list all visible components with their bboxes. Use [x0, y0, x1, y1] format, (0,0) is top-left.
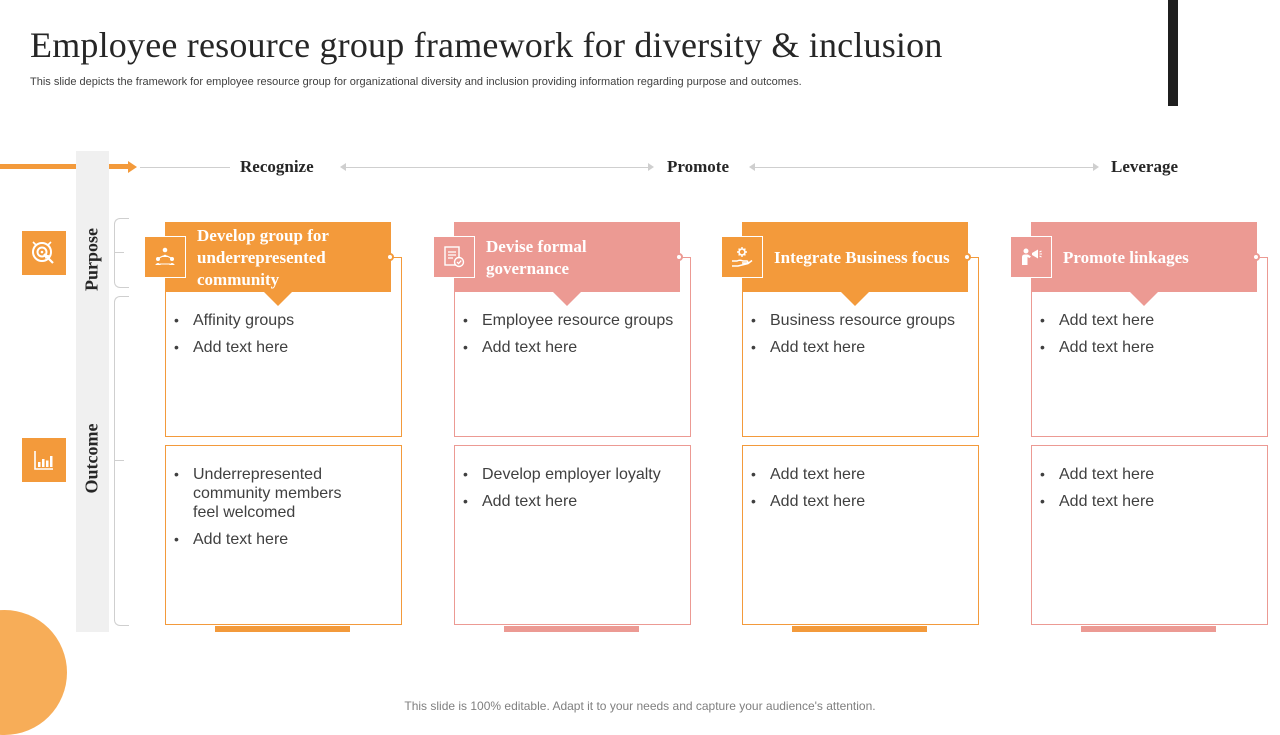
- decorative-circle: [0, 610, 67, 735]
- list-item: Add text here: [1040, 492, 1257, 511]
- list-item: Employee resource groups: [463, 311, 680, 330]
- outcome-box: Underrepresented community members feel …: [165, 445, 402, 625]
- outcome-list: Add text here Add text here: [751, 465, 968, 519]
- header-connector-dot: [1252, 253, 1260, 261]
- purpose-bracket: [114, 218, 129, 288]
- outcome-bracket-tick: [114, 460, 124, 461]
- header-pointer: [841, 292, 869, 306]
- list-item: Add text here: [463, 338, 680, 357]
- target-cursor-icon: [22, 231, 66, 275]
- framework-column-2: Employee resource groups Add text here D…: [433, 222, 714, 642]
- column-header: Integrate Business focus: [742, 222, 968, 292]
- header-connector-dot: [386, 253, 394, 261]
- stage-leverage: Leverage: [1111, 157, 1179, 176]
- list-item: Add text here: [1040, 465, 1257, 484]
- list-item: Add text here: [751, 492, 968, 511]
- header-connector-dot: [675, 253, 683, 261]
- framework-column-1: Affinity groups Add text here Underrepre…: [144, 222, 425, 642]
- timeline-arrowhead: [128, 161, 137, 173]
- outcome-list: Add text here Add text here: [1040, 465, 1257, 519]
- column-base-bar: [792, 626, 927, 632]
- list-item: Affinity groups: [174, 311, 391, 330]
- timeline-arrow-2: [749, 163, 1099, 171]
- outcome-list: Develop employer loyalty Add text here: [463, 465, 680, 519]
- list-item: Add text here: [1040, 338, 1257, 357]
- purpose-list: Business resource groups Add text here: [751, 311, 968, 365]
- purpose-list: Add text here Add text here: [1040, 311, 1257, 365]
- header-pointer: [1130, 292, 1158, 306]
- list-item: Develop employer loyalty: [463, 465, 680, 484]
- purpose-bracket-tick: [114, 252, 124, 253]
- outcome-box: Develop employer loyalty Add text here: [454, 445, 691, 625]
- list-item: Add text here: [174, 338, 391, 357]
- framework-column-3: Business resource groups Add text here A…: [721, 222, 1002, 642]
- page-title: Employee resource group framework for di…: [30, 25, 943, 65]
- timeline-start-line: [0, 164, 132, 169]
- purpose-list: Affinity groups Add text here: [174, 311, 391, 365]
- list-item: Add text here: [463, 492, 680, 511]
- timeline-arrow-1: [340, 163, 654, 171]
- column-header: Devise formal governance: [454, 222, 680, 292]
- hand-gear-icon: [721, 236, 763, 278]
- outcome-list: Underrepresented community members feel …: [174, 465, 351, 557]
- list-item: Underrepresented community members feel …: [174, 465, 351, 522]
- decorative-bar: [1168, 0, 1178, 106]
- list-item: Add text here: [1040, 311, 1257, 330]
- header-pointer: [264, 292, 292, 306]
- list-item: Business resource groups: [751, 311, 968, 330]
- megaphone-person-icon: [1010, 236, 1052, 278]
- row-label-purpose: Purpose: [81, 228, 102, 291]
- footer-note: This slide is 100% editable. Adapt it to…: [404, 699, 876, 713]
- header-pointer: [553, 292, 581, 306]
- list-item: Add text here: [751, 338, 968, 357]
- row-label-band: [76, 151, 109, 632]
- purpose-list: Employee resource groups Add text here: [463, 311, 680, 365]
- column-header: Promote linkages: [1031, 222, 1257, 292]
- list-item: Add text here: [174, 530, 351, 549]
- column-base-bar: [504, 626, 639, 632]
- stage-recognize: Recognize: [240, 157, 314, 176]
- page-subtitle: This slide depicts the framework for emp…: [30, 76, 802, 88]
- outcome-box: Add text here Add text here: [1031, 445, 1268, 625]
- stage-promote: Promote: [667, 157, 729, 176]
- governance-document-icon: [433, 236, 475, 278]
- header-connector-dot: [963, 253, 971, 261]
- list-item: Add text here: [751, 465, 968, 484]
- column-header: Develop group for underrepresented commu…: [165, 222, 391, 292]
- framework-column-4: Add text here Add text here Add text her…: [1010, 222, 1280, 642]
- community-network-icon: [144, 236, 186, 278]
- outcome-bracket: [114, 296, 129, 626]
- bar-chart-icon: [22, 438, 66, 482]
- outcome-box: Add text here Add text here: [742, 445, 979, 625]
- column-base-bar: [215, 626, 350, 632]
- row-label-outcome: Outcome: [81, 423, 102, 494]
- column-base-bar: [1081, 626, 1216, 632]
- timeline-connector: [140, 167, 230, 168]
